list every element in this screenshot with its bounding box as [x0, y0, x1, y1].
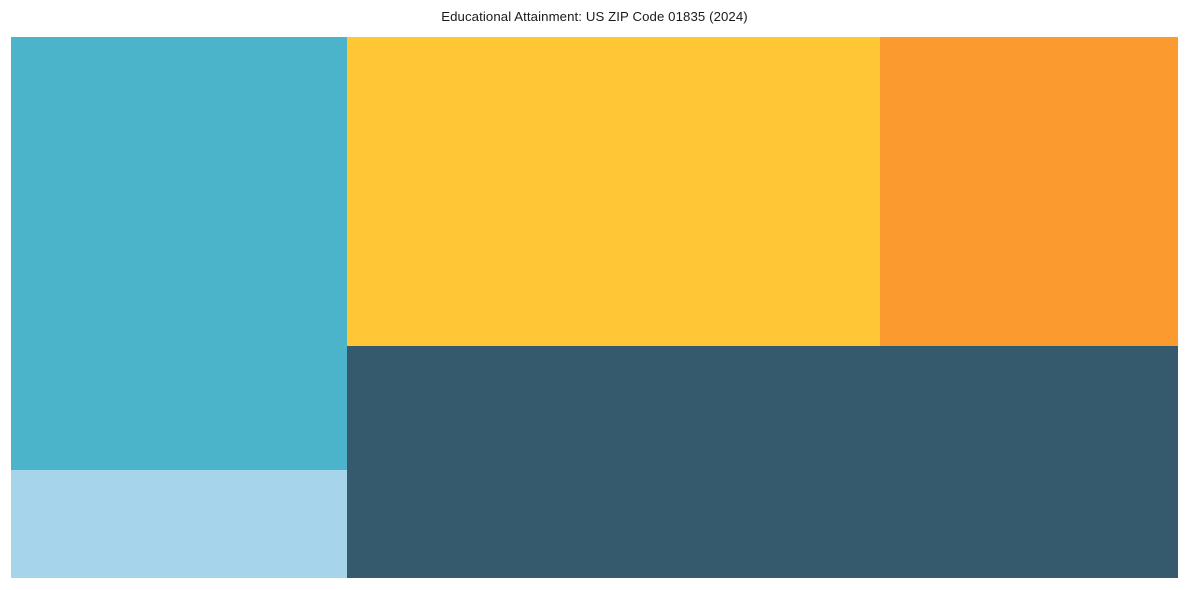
- treemap-plot-area: [11, 37, 1178, 578]
- treemap-tile-3[interactable]: [347, 37, 880, 346]
- treemap-tile-2[interactable]: [11, 470, 347, 578]
- treemap-tile-4[interactable]: [880, 37, 1178, 346]
- chart-title: Educational Attainment: US ZIP Code 0183…: [441, 9, 748, 24]
- treemap-tile-5[interactable]: [347, 346, 1178, 578]
- treemap-tile-1[interactable]: [11, 37, 347, 470]
